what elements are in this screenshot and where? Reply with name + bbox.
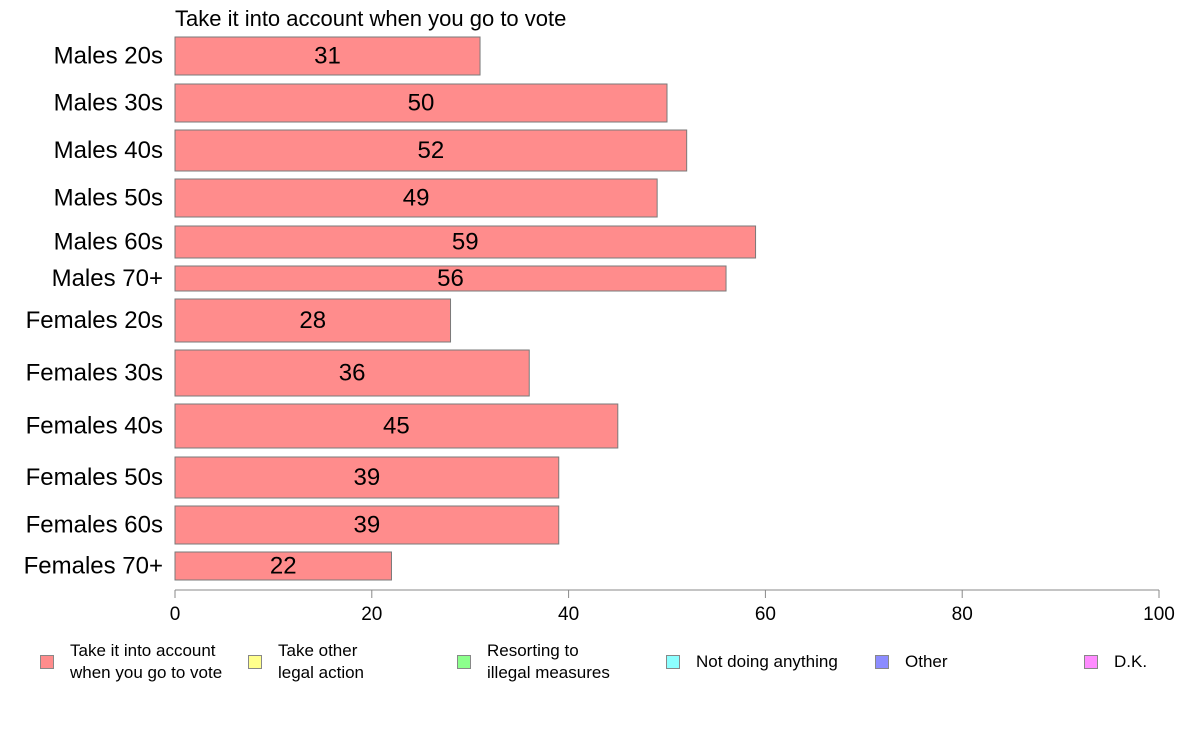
legend-swatch	[875, 655, 889, 669]
bar	[174, 178, 658, 218]
bars-group: Males 20s 31 Males 30s 50 Males 40s 52 Males 5…	[24, 36, 757, 581]
category-label: Males 50s	[54, 185, 163, 212]
x-tick-label: 80	[952, 604, 973, 625]
legend-item: Not doing anything	[666, 651, 838, 673]
legend-label: Other	[905, 652, 948, 671]
bar	[174, 403, 619, 449]
bar	[174, 456, 560, 499]
legend-label: Take it into account when you go to vote	[70, 641, 223, 682]
value-label: 39	[354, 512, 381, 539]
bar	[174, 36, 481, 76]
value-label: 50	[408, 90, 435, 117]
bar	[174, 225, 757, 259]
category-label: Males 30s	[54, 90, 163, 117]
x-tick-label: 20	[361, 604, 382, 625]
bar	[174, 129, 688, 172]
category-label: Females 60s	[26, 512, 163, 539]
category-label: Females 50s	[26, 464, 163, 491]
value-label: 45	[383, 413, 410, 440]
bar	[174, 505, 560, 545]
bar	[174, 265, 727, 292]
chart-title: Take it into account when you go to vote	[175, 6, 566, 31]
legend-swatch	[1084, 655, 1098, 669]
bar	[174, 551, 392, 581]
legend-swatch	[457, 655, 471, 669]
category-label: Females 70+	[24, 553, 163, 580]
x-tick-label: 100	[1143, 604, 1175, 625]
category-label: Females 40s	[26, 413, 163, 440]
legend-item: Take it into account when you go to vote	[40, 640, 222, 684]
x-tick-label: 60	[755, 604, 776, 625]
category-label: Males 70+	[52, 265, 163, 292]
value-label: 59	[452, 229, 479, 256]
value-label: 31	[314, 43, 341, 70]
value-label: 39	[354, 464, 381, 491]
bar	[174, 298, 452, 343]
legend-swatch	[40, 655, 54, 669]
legend-label: Not doing anything	[696, 652, 838, 671]
legend-label: Resorting to illegal measures	[487, 641, 610, 682]
category-label: Females 30s	[26, 360, 163, 387]
category-label: Females 20s	[26, 307, 163, 334]
bar	[174, 83, 668, 123]
category-label: Males 40s	[54, 137, 163, 164]
legend-swatch	[248, 655, 262, 669]
bar	[174, 349, 530, 397]
legend: Take it into account when you go to vote…	[0, 640, 1188, 700]
legend-item: Resorting to illegal measures	[457, 640, 610, 684]
x-tick-label: 40	[558, 604, 579, 625]
value-label: 52	[417, 137, 444, 164]
legend-item: Take other legal action	[248, 640, 364, 684]
x-axis: 0 20 40 60 80 100	[170, 589, 1175, 625]
legend-item: D.K.	[1084, 651, 1147, 673]
x-tick-label: 0	[170, 604, 181, 625]
legend-label: Take other legal action	[278, 641, 365, 682]
legend-item: Other	[875, 651, 948, 673]
legend-swatch	[666, 655, 680, 669]
value-label: 36	[339, 360, 366, 387]
value-label: 56	[437, 265, 464, 292]
legend-label: D.K.	[1114, 652, 1148, 671]
value-label: 22	[270, 553, 297, 580]
category-label: Males 20s	[54, 43, 163, 70]
value-label: 28	[299, 307, 326, 334]
value-label: 49	[403, 185, 430, 212]
category-label: Males 60s	[54, 229, 163, 256]
bar-chart: Take it into account when you go to vote…	[24, 6, 1175, 625]
